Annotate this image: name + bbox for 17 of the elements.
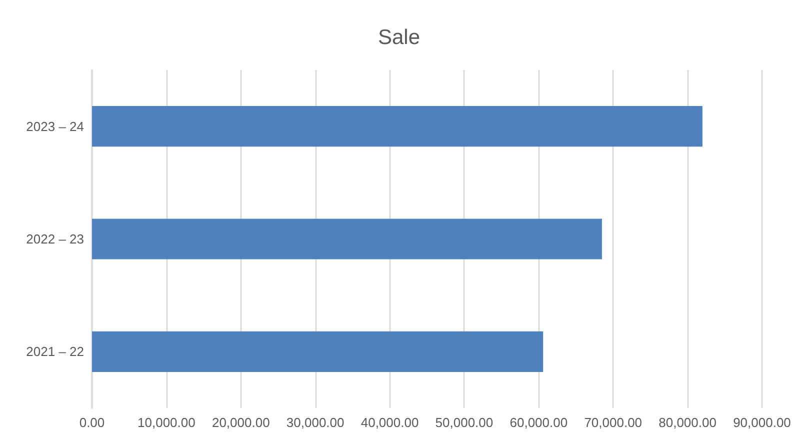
x-tick-label: 90,000.00 [733, 415, 791, 430]
x-tick-label: 30,000.00 [286, 415, 344, 430]
bar [92, 331, 544, 372]
x-tick-label: 70,000.00 [584, 415, 642, 430]
x-tick-label: 10,000.00 [138, 415, 196, 430]
y-tick-label: 2023 – 24 [26, 118, 84, 134]
x-tick-label: 60,000.00 [510, 415, 568, 430]
x-tick-label: 50,000.00 [435, 415, 494, 430]
x-tick-label: 20,000.00 [212, 415, 270, 430]
chart-title: Sale [378, 26, 420, 49]
x-tick-label: 40,000.00 [360, 415, 419, 430]
bar [92, 218, 602, 260]
y-tick-label: 2021 – 22 [26, 344, 84, 360]
x-tick-label: 0.00 [79, 415, 105, 430]
x-tick-label: 80,000.00 [658, 415, 716, 430]
y-tick-label: 2022 – 23 [26, 232, 84, 246]
bar [92, 106, 702, 147]
